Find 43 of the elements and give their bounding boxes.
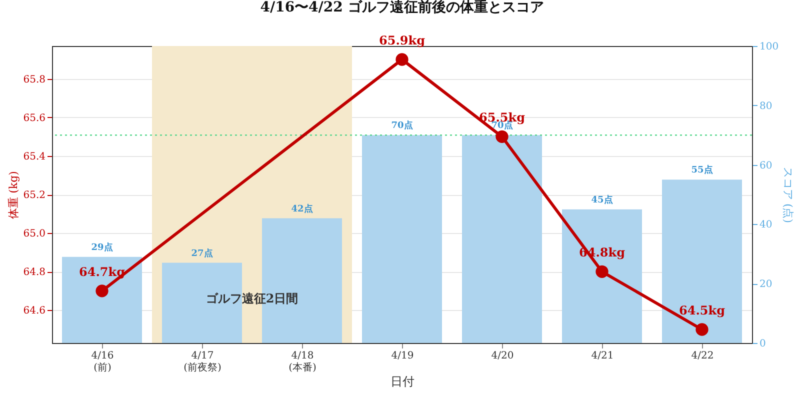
y-tick-label: 65.6 xyxy=(23,112,46,124)
data-label: 45点 xyxy=(591,194,613,206)
x-tick-label: 4/21 xyxy=(591,350,614,362)
bar xyxy=(162,262,242,343)
bar xyxy=(62,256,142,343)
y2-tick-label: 100 xyxy=(760,42,779,52)
bar xyxy=(462,135,542,343)
x-tick-label: 4/20 xyxy=(491,350,514,362)
y-tick-label: 65.4 xyxy=(23,151,46,162)
y2-tick-label: 80 xyxy=(760,100,772,112)
data-label: 42点 xyxy=(291,203,313,214)
y2-tick-label: 20 xyxy=(760,279,772,290)
data-label: 64.5kg xyxy=(679,304,726,318)
point xyxy=(496,130,508,143)
point xyxy=(96,284,108,298)
y-tick-label: 65.0 xyxy=(23,228,46,240)
y-tick-label: 65.8 xyxy=(23,74,46,86)
x-tick-label: 4/17 (前夜祭) xyxy=(184,350,222,374)
y2-tick-label: 40 xyxy=(760,220,772,231)
point xyxy=(396,53,408,66)
y-tick-label: 64.8 xyxy=(23,267,46,278)
x-tick-label: 4/16 (前) xyxy=(91,350,114,374)
bar xyxy=(662,180,742,343)
y2-tick-label: 60 xyxy=(760,160,772,172)
data-label: 29点 xyxy=(91,242,113,253)
x-tick-label: 4/19 xyxy=(391,350,414,362)
data-label: 55点 xyxy=(691,164,713,176)
data-label: 27点 xyxy=(191,248,213,259)
y2-tick-label: 0 xyxy=(760,338,766,350)
y2-axis-title: スコア (点) xyxy=(782,166,795,224)
y-axis-title: 体重 (kg) xyxy=(7,171,20,219)
bar xyxy=(362,135,442,343)
x-tick-label: 4/22 xyxy=(691,350,714,362)
point xyxy=(696,323,708,336)
y-tick-label: 65.2 xyxy=(23,190,46,201)
data-label: 65.9kg xyxy=(379,34,426,48)
annotation: ゴルフ遠征2日間 xyxy=(206,291,298,306)
y-tick-label: 64.6 xyxy=(23,306,46,317)
data-label: 70点 xyxy=(391,120,413,132)
x-axis-title: 日付 xyxy=(390,374,414,388)
x-tick-label: 4/18 (本番) xyxy=(288,350,316,374)
bar xyxy=(562,209,642,343)
point xyxy=(596,265,608,278)
